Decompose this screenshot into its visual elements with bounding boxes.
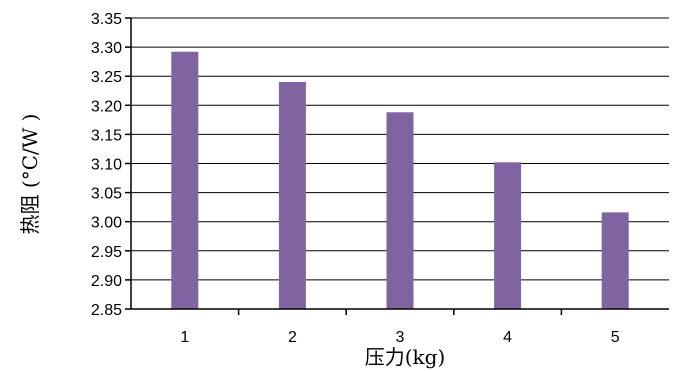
y-tick-label: 3.00 xyxy=(91,215,122,232)
y-axis-title: 热阻 (°C/W ) xyxy=(18,114,42,235)
y-tick-label: 3.05 xyxy=(91,186,122,203)
y-tick-label: 3.35 xyxy=(91,11,122,28)
y-tick-label: 2.90 xyxy=(91,273,122,290)
x-tick-label: 1 xyxy=(180,329,189,346)
y-tick-label: 3.10 xyxy=(91,157,122,174)
y-tick-label: 2.85 xyxy=(91,302,122,319)
y-tick-label: 3.20 xyxy=(91,98,122,115)
y-axis-title-text: 热阻 (°C/W ) xyxy=(18,114,42,235)
y-tick-label: 3.15 xyxy=(91,127,122,144)
bar-5 xyxy=(601,212,629,309)
y-tick-labels: 2.85 2.90 2.95 3.00 3.05 3.10 3.15 3.20 3.25 3.30… xyxy=(91,11,131,319)
y-tick-label: 2.95 xyxy=(91,244,122,261)
x-axis-title-text: 压力(kg) xyxy=(365,345,446,369)
bar-3 xyxy=(386,112,414,309)
x-tick-label: 3 xyxy=(396,329,405,346)
y-tick-label: 3.25 xyxy=(91,69,122,86)
y-tick-label: 3.30 xyxy=(91,40,122,57)
x-axis-title: 压力(kg) xyxy=(365,345,446,369)
x-tick-label: 2 xyxy=(288,329,297,346)
bar-4 xyxy=(494,162,522,309)
bars xyxy=(171,51,629,310)
x-tick-label: 4 xyxy=(503,329,512,346)
bar-2 xyxy=(278,82,306,310)
bar-1 xyxy=(171,51,199,309)
x-tick-labels: 1 2 3 4 5 xyxy=(180,309,620,346)
x-tick-label: 5 xyxy=(611,329,620,346)
